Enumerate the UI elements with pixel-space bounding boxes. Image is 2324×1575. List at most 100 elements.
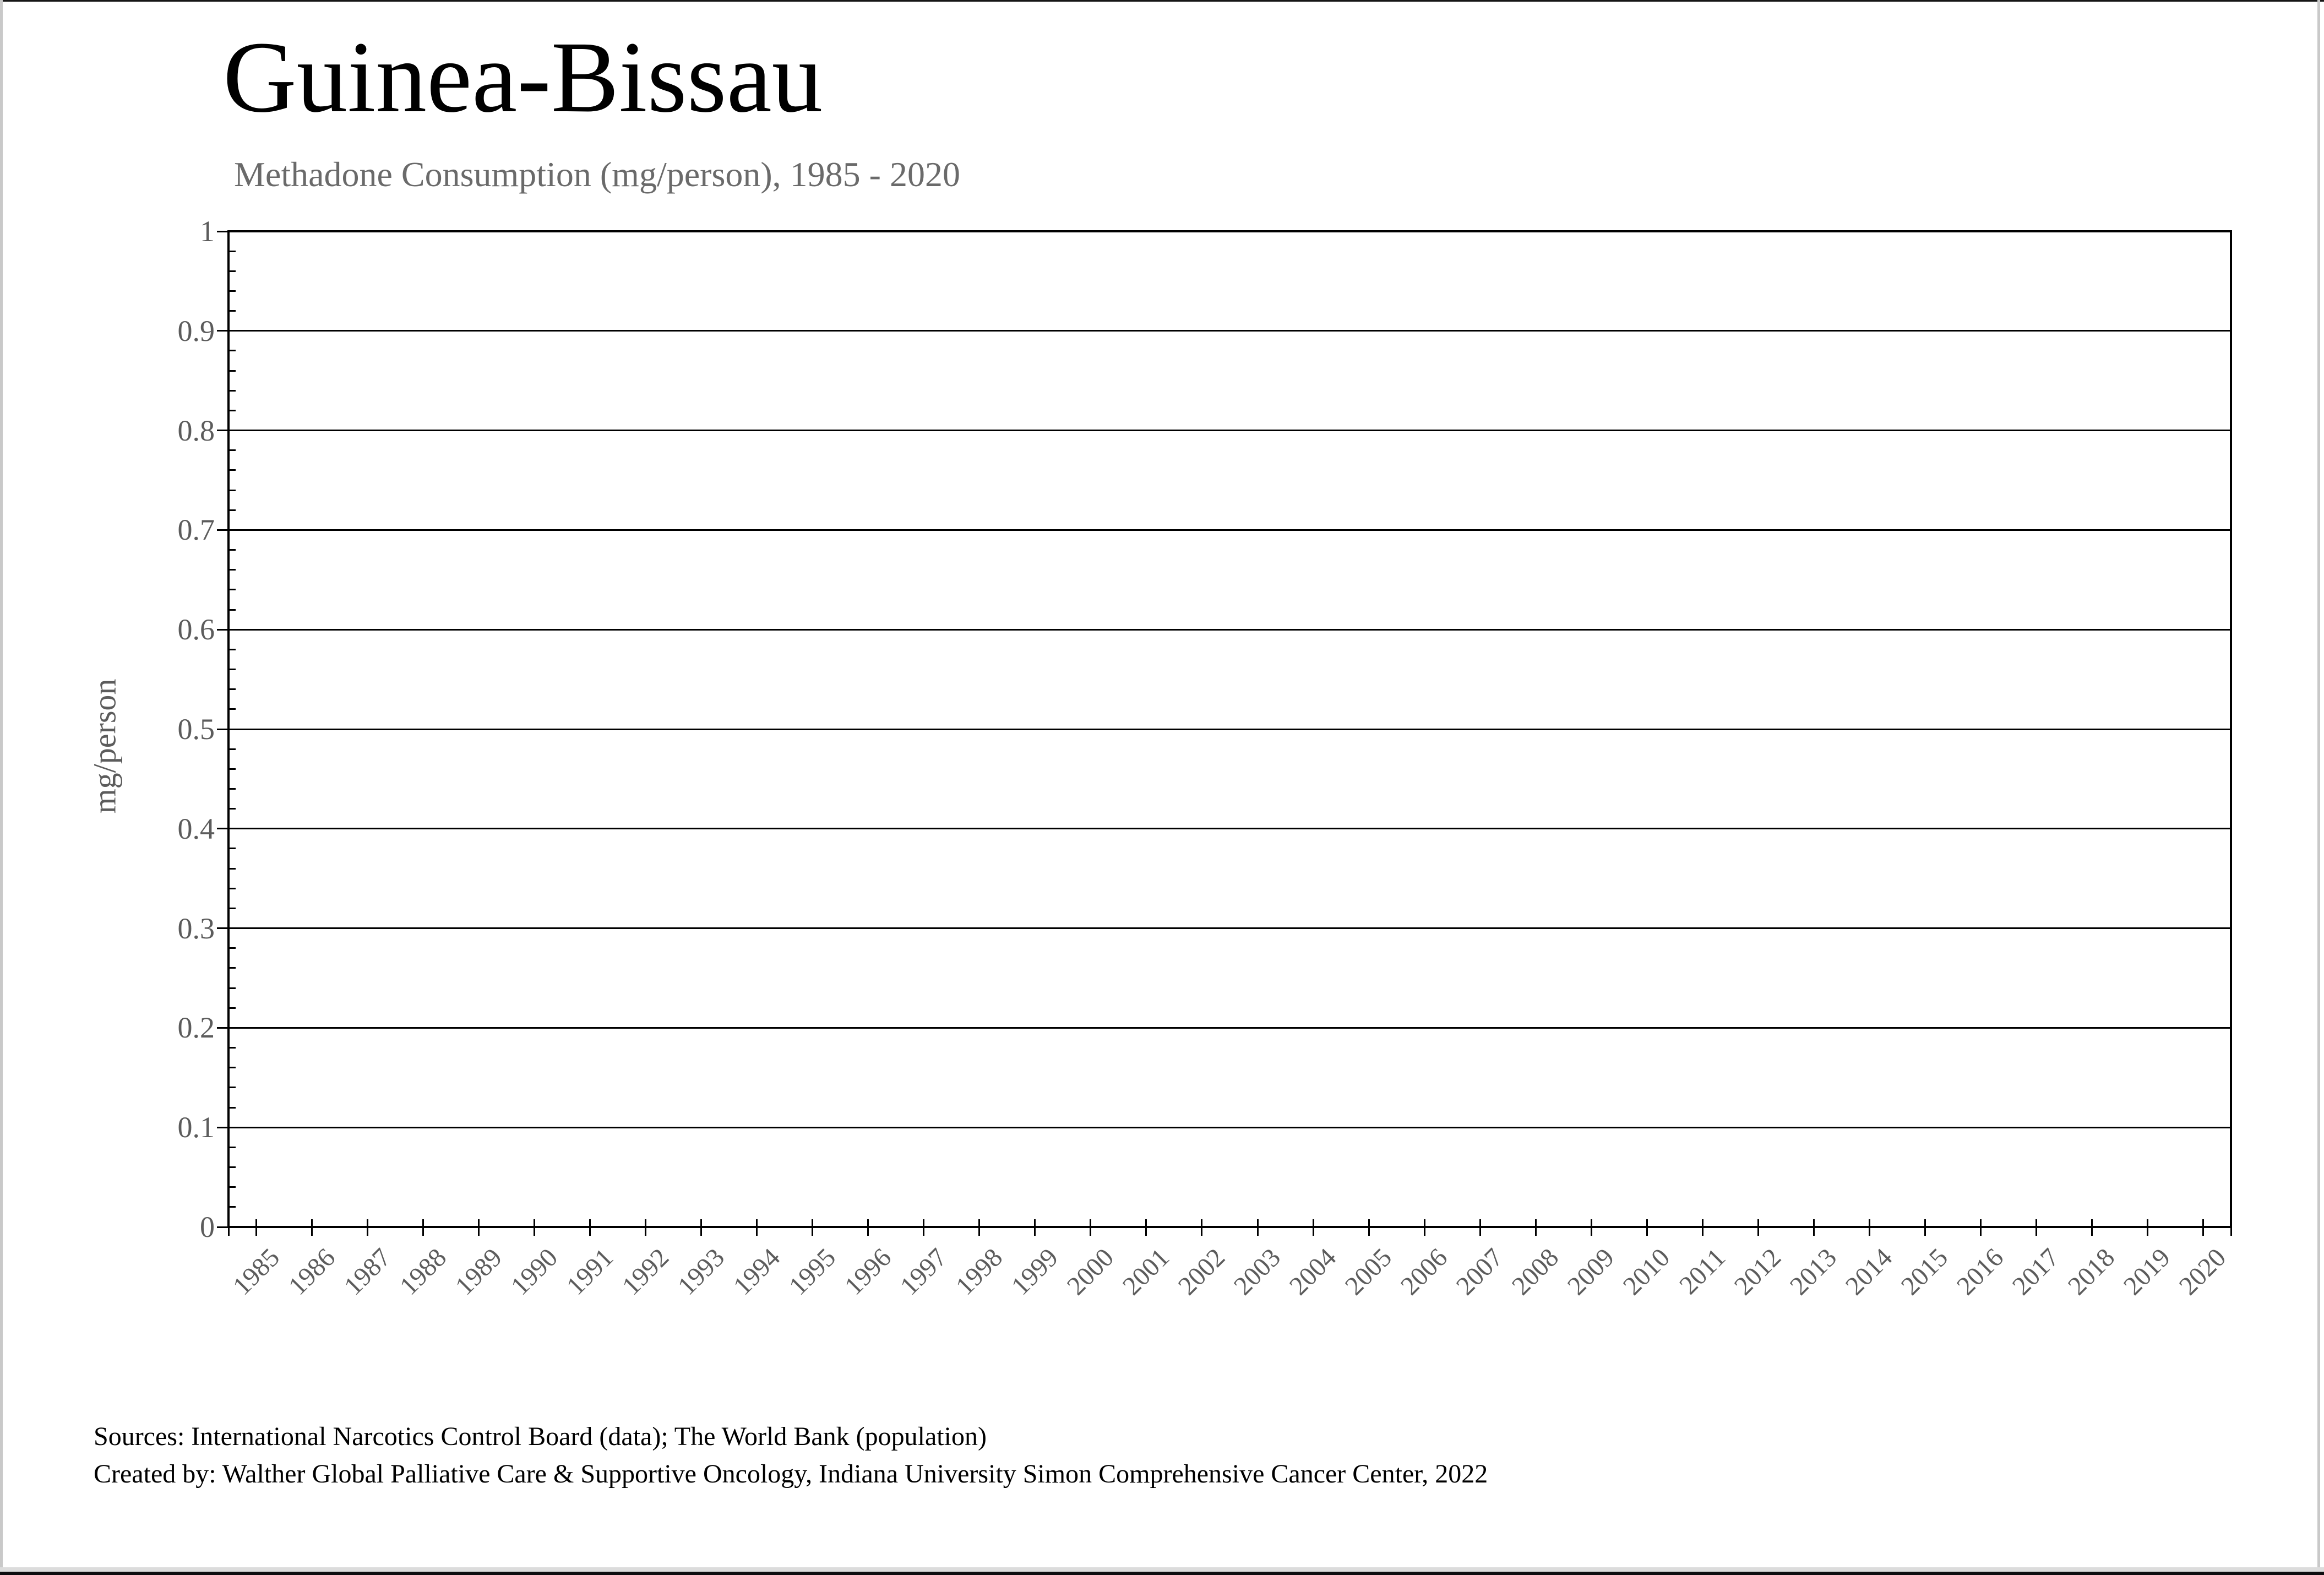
y-minor-tick <box>230 887 236 889</box>
footer-sources: Sources: International Narcotics Control… <box>94 1418 1488 1493</box>
x-tick-label: 1998 <box>950 1242 1009 1301</box>
y-minor-tick <box>230 907 236 909</box>
x-tick <box>1646 1219 1648 1236</box>
y-minor-tick <box>230 310 236 312</box>
x-tick-label: 2014 <box>1840 1242 1898 1301</box>
x-tick-label: 2001 <box>1117 1242 1175 1301</box>
x-tick-label: 1988 <box>394 1242 452 1301</box>
y-minor-tick <box>230 1186 236 1188</box>
x-tick-label: 2000 <box>1061 1242 1120 1301</box>
x-tick-label: 1992 <box>616 1242 674 1301</box>
y-minor-tick <box>230 648 236 650</box>
y-minor-tick <box>230 370 236 372</box>
x-tick-label: 2017 <box>2007 1242 2065 1301</box>
x-tick-label: 2012 <box>1729 1242 1787 1301</box>
bottom-strip-light <box>0 1567 2324 1572</box>
x-tick <box>1145 1219 1147 1236</box>
x-tick <box>1423 1219 1425 1236</box>
y-tick-label: 0.4 <box>177 812 215 845</box>
y-minor-tick <box>230 489 236 491</box>
y-gridline <box>228 828 2231 830</box>
x-tick <box>1813 1219 1815 1236</box>
x-tick <box>1201 1219 1203 1236</box>
x-tick <box>645 1219 647 1236</box>
x-tick-label: 1993 <box>672 1242 730 1301</box>
y-minor-tick <box>230 1146 236 1148</box>
x-tick <box>2091 1219 2093 1236</box>
y-tick-label: 0.8 <box>177 414 215 447</box>
x-tick-label: 2008 <box>1506 1242 1565 1301</box>
x-tick-label: 2004 <box>1283 1242 1342 1301</box>
x-tick <box>1034 1219 1036 1236</box>
x-tick <box>1312 1219 1314 1236</box>
x-tick <box>1090 1219 1092 1236</box>
x-tick-label: 1995 <box>783 1242 841 1301</box>
y-minor-tick <box>230 867 236 870</box>
y-major-tick <box>217 1126 228 1128</box>
x-tick <box>2035 1219 2037 1236</box>
x-tick <box>978 1219 981 1236</box>
y-gridline <box>228 1126 2231 1128</box>
y-gridline <box>228 1027 2231 1029</box>
y-minor-tick <box>230 669 236 671</box>
x-tick <box>311 1219 313 1236</box>
x-tick <box>589 1219 591 1236</box>
sources-line: Sources: International Narcotics Control… <box>94 1422 987 1451</box>
x-tick-label: 1985 <box>227 1242 285 1301</box>
y-minor-tick <box>230 1007 236 1009</box>
axis-corner-stub-right <box>2230 1227 2232 1236</box>
y-tick-label: 0.2 <box>177 1011 215 1045</box>
y-major-tick <box>217 1027 228 1029</box>
x-tick <box>2202 1219 2204 1236</box>
y-major-tick <box>217 728 228 730</box>
y-axis-title: mg/person <box>86 678 123 814</box>
y-minor-tick <box>230 409 236 411</box>
y-tick-label: 0.3 <box>177 911 215 945</box>
y-minor-tick <box>230 389 236 392</box>
x-tick-label: 1991 <box>560 1242 619 1301</box>
window-left-border <box>0 0 3 1567</box>
x-tick-label: 2018 <box>2062 1242 2121 1301</box>
x-tick <box>812 1219 814 1236</box>
y-major-tick <box>217 927 228 930</box>
y-minor-tick <box>230 1067 236 1069</box>
x-tick-label: 2009 <box>1561 1242 1620 1301</box>
y-gridline <box>228 628 2231 631</box>
x-tick-label: 2006 <box>1395 1242 1454 1301</box>
x-tick <box>1701 1219 1703 1236</box>
y-minor-tick <box>230 270 236 272</box>
x-tick <box>1757 1219 1759 1236</box>
x-tick <box>1534 1219 1537 1236</box>
x-tick <box>478 1219 480 1236</box>
x-tick <box>1479 1219 1481 1236</box>
x-tick <box>923 1219 925 1236</box>
y-minor-tick <box>230 589 236 591</box>
y-minor-tick <box>230 768 236 770</box>
x-tick-label: 2002 <box>1172 1242 1231 1301</box>
y-minor-tick <box>230 1206 236 1208</box>
y-minor-tick <box>230 708 236 710</box>
y-minor-tick <box>230 350 236 352</box>
bottom-strip-dark <box>0 1572 2324 1575</box>
window-right-border <box>2317 0 2320 1567</box>
y-tick-label: 0.6 <box>177 613 215 647</box>
x-tick-label: 1999 <box>1005 1242 1064 1301</box>
x-tick <box>700 1219 703 1236</box>
y-major-tick <box>217 430 228 432</box>
y-minor-tick <box>230 967 236 969</box>
y-gridline <box>228 529 2231 531</box>
x-tick-label: 1997 <box>894 1242 953 1301</box>
y-major-tick <box>217 1226 228 1228</box>
x-tick-label: 1996 <box>839 1242 897 1301</box>
y-minor-tick <box>230 609 236 611</box>
x-tick-label: 2016 <box>1951 1242 2010 1301</box>
y-minor-tick <box>230 250 236 252</box>
y-gridline <box>228 330 2231 332</box>
chart-subtitle: Methadone Consumption (mg/person), 1985 … <box>234 155 960 194</box>
y-minor-tick <box>230 449 236 452</box>
x-tick-label: 2020 <box>2174 1242 2232 1301</box>
y-tick-label: 0.1 <box>177 1111 215 1144</box>
y-minor-tick <box>230 1047 236 1049</box>
y-tick-label: 0.7 <box>177 513 215 547</box>
